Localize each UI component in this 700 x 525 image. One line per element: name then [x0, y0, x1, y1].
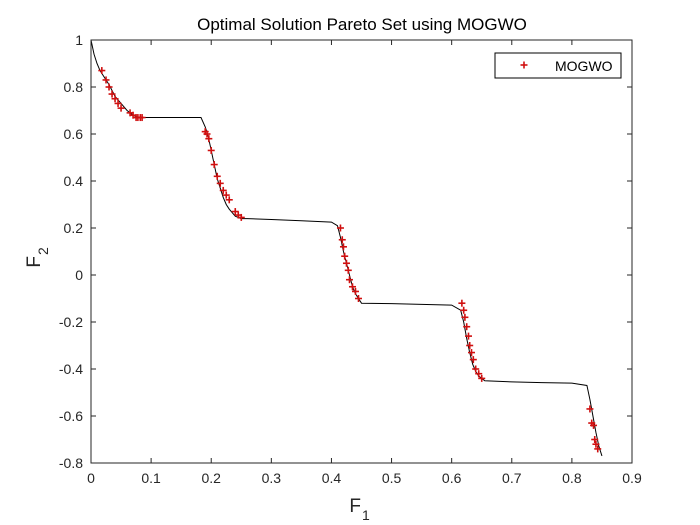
data-point-mogwo: [458, 299, 466, 307]
data-point-mogwo: [203, 130, 211, 138]
x-axis-label-sub: 1: [362, 507, 370, 523]
data-point-mogwo: [586, 405, 594, 413]
data-point-mogwo: [468, 349, 476, 357]
data-point-mogwo: [225, 196, 233, 204]
x-tick-label: 0.3: [262, 470, 282, 486]
data-point-mogwo: [478, 374, 486, 382]
x-tick-label: 0.1: [141, 470, 161, 486]
y-tick-label: 0.2: [64, 220, 84, 236]
y-tick-label: 0.8: [64, 79, 84, 95]
data-point-mogwo: [464, 332, 472, 340]
x-tick-label: 0.5: [382, 470, 402, 486]
plot-area: [90, 39, 603, 457]
data-point-mogwo: [111, 95, 119, 103]
x-tick-label: 0.7: [502, 470, 522, 486]
legend-plus-marker: [520, 61, 528, 69]
data-point-mogwo: [461, 313, 469, 321]
data-point-mogwo: [460, 306, 468, 314]
axis-ticks: 0 0.1 0.2 0.3 0.4 0.5 0.6 0.7 0.8 0.9 -0.8 -0.6 -0.4…: [59, 32, 642, 486]
data-point-mogwo: [237, 213, 245, 221]
data-point-mogwo: [98, 67, 106, 75]
legend-label-mogwo: MOGWO: [555, 58, 613, 74]
data-point-mogwo: [594, 445, 602, 453]
axes-box: [90, 39, 633, 464]
legend-marker-mogwo: [520, 61, 528, 69]
x-axis-label-main: F: [349, 496, 361, 517]
data-point-mogwo: [472, 365, 480, 373]
x-tick-label: 0.4: [322, 470, 342, 486]
data-point-mogwo: [469, 356, 477, 364]
data-point-mogwo: [138, 114, 146, 122]
y-tick-label: 1: [75, 32, 83, 48]
data-point-mogwo: [114, 99, 122, 107]
x-tick-label: 0: [87, 470, 95, 486]
data-point-mogwo: [592, 440, 600, 448]
y-tick-label: -0.4: [59, 361, 83, 377]
data-point-mogwo: [345, 276, 353, 284]
x-tick-label: 0.6: [442, 470, 462, 486]
y-tick-label: -0.2: [59, 314, 83, 330]
data-point-mogwo: [342, 259, 350, 267]
data-point-mogwo: [354, 295, 362, 302]
y-tick-label: 0: [75, 267, 83, 283]
legend-box: [494, 52, 622, 79]
data-point-mogwo: [117, 104, 125, 112]
data-point-mogwo: [336, 224, 344, 232]
y-axis-label-main: F: [24, 256, 45, 268]
data-point-mogwo: [475, 370, 483, 378]
data-point-mogwo: [205, 135, 213, 143]
data-point-mogwo: [102, 76, 110, 84]
x-tick-label: 0.2: [201, 470, 221, 486]
data-point-mogwo: [216, 179, 224, 187]
x-tick-label: 0.8: [562, 470, 582, 486]
data-point-mogwo: [590, 421, 598, 429]
legend: MOGWO: [494, 52, 622, 79]
data-point-mogwo: [207, 146, 215, 154]
y-tick-label: -0.6: [59, 408, 83, 424]
data-point-mogwo: [341, 252, 349, 260]
data-point-mogwo: [210, 161, 218, 169]
chart-title: Optimal Solution Pareto Set using MOGWO: [197, 15, 527, 34]
data-point-mogwo: [339, 243, 347, 251]
data-point-mogwo: [105, 83, 113, 91]
data-point-mogwo: [463, 323, 471, 331]
data-point-mogwo: [231, 208, 239, 216]
y-axis-label-sub: 2: [35, 247, 51, 255]
data-point-mogwo: [338, 236, 346, 244]
y-tick-label: 0.6: [64, 126, 84, 142]
data-point-mogwo: [213, 172, 221, 180]
data-point-mogwo: [219, 186, 227, 194]
data-point-mogwo: [351, 287, 359, 295]
data-point-mogwo: [108, 90, 116, 98]
data-point-mogwo: [222, 191, 230, 199]
data-point-mogwo: [344, 266, 352, 274]
data-point-mogwo: [591, 436, 599, 443]
y-axis-title: F 2: [24, 247, 51, 268]
x-axis-title: F 1: [349, 496, 370, 523]
data-point-mogwo: [466, 342, 474, 349]
data-point-mogwo: [348, 283, 356, 291]
y-tick-label: 0.4: [64, 173, 84, 189]
x-tick-label: 0.9: [622, 470, 642, 486]
y-tick-label: -0.8: [59, 455, 83, 471]
